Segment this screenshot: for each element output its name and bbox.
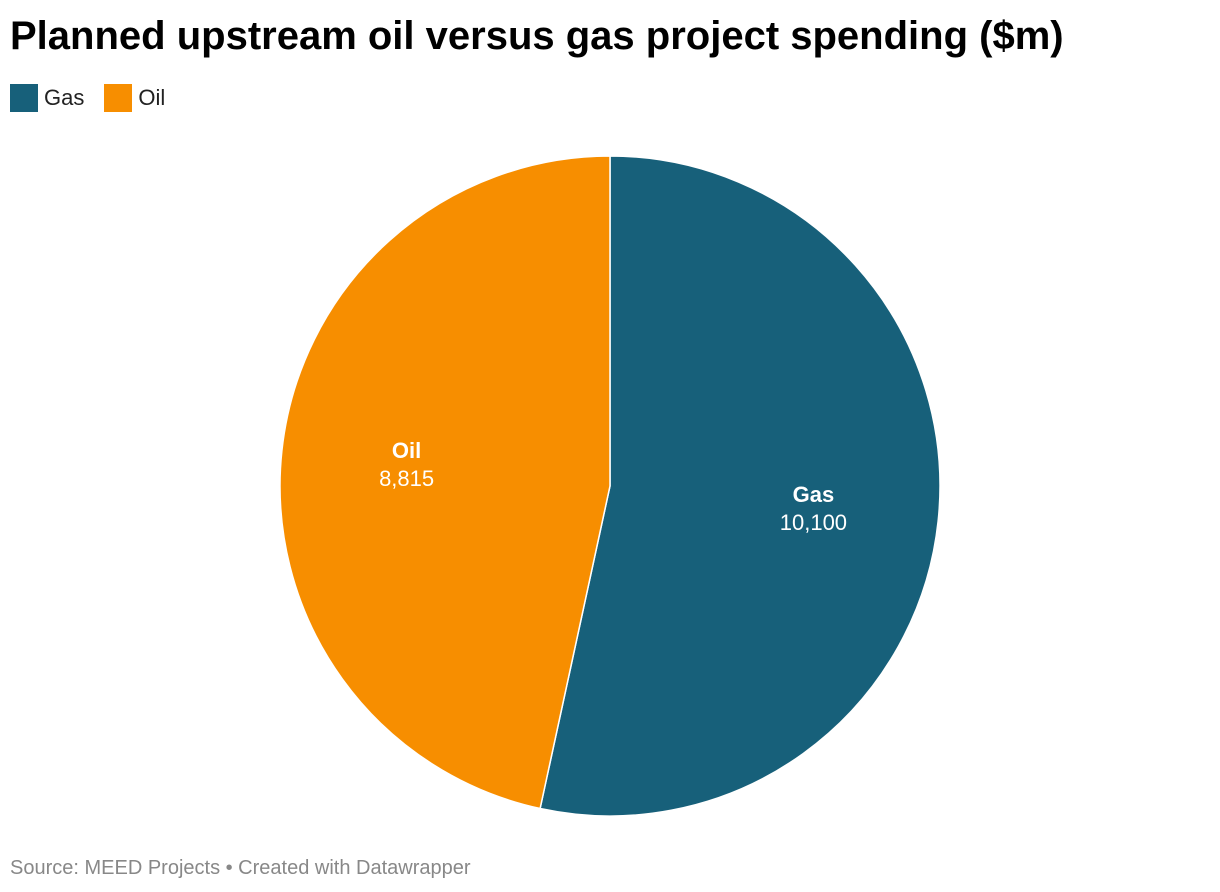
pie-slices [279,155,941,817]
pie-slice-oil [279,155,611,810]
source-note: Source: MEED Projects • Created with Dat… [10,857,471,879]
chart-title: Planned upstream oil versus gas project … [10,14,1064,58]
slice-value-oil: 8,815 [379,466,434,491]
pie-labels: Gas 10,100 Oil 8,815 [379,438,847,535]
legend-swatch-gas [10,84,38,112]
legend: Gas Oil [10,84,185,112]
slice-value-gas: 10,100 [780,510,847,535]
legend-item-oil: Oil [104,84,165,112]
legend-item-gas: Gas [10,84,84,112]
pie-slice-gas [539,155,941,817]
slice-label-gas: Gas [793,482,835,507]
legend-label-oil: Oil [138,85,166,110]
slice-label-oil: Oil [392,438,421,463]
legend-label-gas: Gas [44,85,85,110]
legend-swatch-oil [104,84,133,112]
